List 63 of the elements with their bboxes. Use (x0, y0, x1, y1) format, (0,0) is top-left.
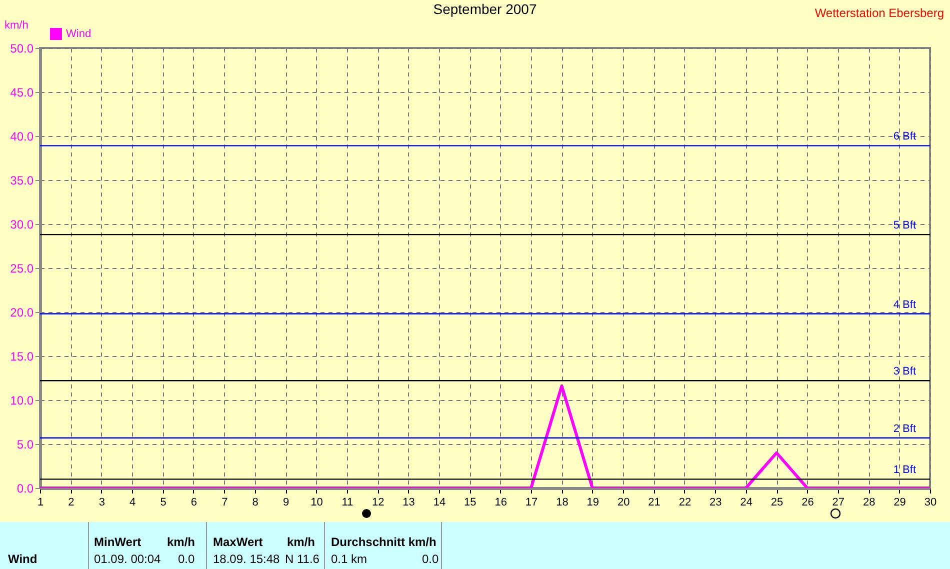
x-tick-label: 2 (68, 496, 74, 508)
x-tick-label: 23 (710, 496, 722, 508)
y-tick-label: 5.0 (16, 438, 34, 452)
x-tick-label: 10 (310, 496, 323, 508)
x-tick-label: 11 (342, 496, 354, 508)
y-tick-label: 15.0 (10, 350, 34, 364)
x-tick-label: 24 (740, 496, 752, 508)
x-tick-label: 15 (464, 496, 476, 508)
y-axis-title: km/h (4, 20, 28, 32)
text: 0.0 (422, 552, 439, 566)
x-tick-label: 14 (433, 496, 446, 508)
x-tick-label: 27 (832, 496, 845, 508)
text: 18.09. 15:48 (213, 552, 280, 566)
text: 0.0 (178, 552, 195, 566)
x-tick-label: 1 (37, 496, 44, 508)
ref-line-label: 5 Bft (893, 220, 916, 232)
y-tick-label: 25.0 (10, 262, 34, 276)
x-tick-label: 12 (372, 496, 384, 508)
x-tick-label: 22 (678, 496, 692, 508)
ref-line-label: 4 Bft (893, 298, 916, 311)
x-tick-label: 18 (556, 496, 568, 508)
x-tick-label: 26 (802, 496, 814, 508)
x-tick-label: 8 (252, 496, 258, 508)
text: Wind (8, 552, 38, 566)
x-tick-label: 9 (282, 496, 290, 508)
text: 0.1 km (331, 552, 368, 566)
ref-line-label: 3 Bft (893, 366, 916, 378)
y-tick-label: 0.0 (16, 482, 34, 496)
y-tick-label: 50.0 (10, 42, 34, 56)
x-tick-label: 16 (494, 496, 507, 508)
ref-line-label: 6 Bft (893, 130, 916, 143)
text: km/h (287, 535, 316, 549)
x-tick-label: 3 (98, 496, 105, 508)
chart-title: September 2007 (433, 1, 537, 17)
ref-line-label: 1 Bft (893, 464, 916, 476)
y-tick-label: 30.0 (10, 218, 34, 232)
x-tick-label: 7 (222, 496, 228, 508)
x-tick-label: 19 (586, 496, 600, 508)
text: 01.09. 00:04 (94, 552, 161, 566)
y-tick-label: 10.0 (10, 394, 34, 408)
x-tick-label: 6 (190, 496, 198, 508)
y-tick-label: 45.0 (10, 86, 34, 100)
y-tick-label: 20.0 (10, 306, 34, 320)
chart-subtitle: Wetterstation Ebersberg (814, 6, 944, 20)
x-tick-label: 25 (770, 496, 784, 508)
y-tick-label: 35.0 (10, 174, 34, 188)
x-tick-label: 30 (924, 496, 937, 508)
x-tick-label: 4 (130, 496, 136, 508)
x-tick-label: 20 (617, 496, 630, 508)
x-tick-label: 29 (894, 496, 906, 508)
y-tick-label: 40.0 (10, 130, 34, 144)
legend-label: Wind (66, 28, 92, 40)
x-tick-label: 21 (648, 496, 660, 508)
text: N 11.6 (285, 552, 320, 566)
text: km/h (167, 535, 196, 549)
x-tick-label: 5 (160, 496, 166, 508)
ref-line-label: 2 Bft (893, 422, 916, 435)
text: Durchschnitt km/h (331, 535, 436, 549)
x-tick-label: 13 (402, 496, 415, 508)
x-tick-label: 28 (862, 496, 876, 508)
text: MaxWert (213, 535, 263, 549)
text: MinWert (94, 535, 142, 549)
x-tick-label: 17 (525, 496, 538, 508)
